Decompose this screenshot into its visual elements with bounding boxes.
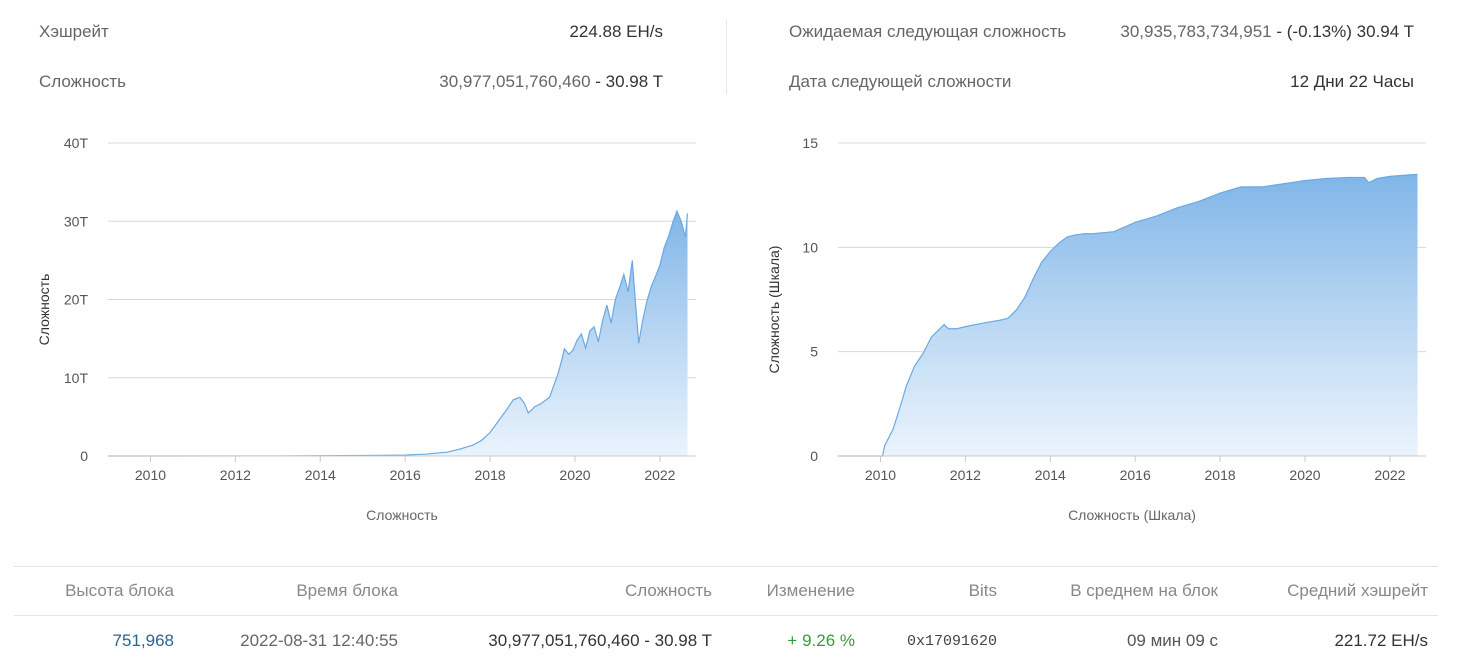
- next-difficulty-change: - (-0.13%) 30.94 T: [1271, 22, 1414, 41]
- header-block-height: Высота блока: [65, 581, 174, 600]
- y-tick-label: 40T: [64, 135, 89, 151]
- row-avg-hashrate: 221.72 EH/s: [1334, 631, 1428, 650]
- block-time: 2022-08-31 12:40:55: [240, 631, 398, 650]
- x-tick-label: 2022: [1374, 467, 1405, 483]
- y-tick-label: 0: [80, 448, 88, 464]
- x-tick-label: 2012: [220, 467, 251, 483]
- x-tick-label: 2012: [950, 467, 981, 483]
- difficulty-label: Сложность: [39, 72, 127, 91]
- y-tick-label: 0: [810, 448, 818, 464]
- x-tick-label: 2014: [305, 467, 336, 483]
- header-bits: Bits: [968, 581, 997, 600]
- difficulty-table: Высота блока Время блока Сложность Измен…: [14, 566, 1438, 661]
- x-tick-label: 2022: [644, 467, 675, 483]
- y-tick-label: 10T: [64, 370, 89, 386]
- area-line: [838, 173, 1418, 457]
- difficulty-chart: 0 10T 20T 30T 40T 2010 2012 2014 2016 2018 2020 202…: [36, 135, 696, 523]
- area-line: [107, 209, 689, 457]
- table-top-border: [14, 566, 1438, 567]
- header-avg-hashrate: Средний хэшрейт: [1287, 581, 1428, 600]
- x-tick-label: 2016: [390, 467, 421, 483]
- header-change: Изменение: [766, 581, 855, 600]
- table-header-border: [14, 615, 1438, 616]
- x-tick-label: 2014: [1035, 467, 1066, 483]
- next-difficulty-value: 30,935,783,734,951 - (-0.13%) 30.94 T: [1120, 22, 1414, 42]
- header-difficulty: Сложность: [624, 581, 712, 600]
- next-difficulty-full-value: 30,935,783,734,951: [1120, 22, 1272, 41]
- row-avg-block: 09 мин 09 с: [1126, 631, 1218, 650]
- x-tick-label: 2018: [475, 467, 506, 483]
- block-height-link[interactable]: 751,968: [112, 631, 174, 650]
- next-date-value: 12 Дни 22 Часы: [1290, 72, 1414, 91]
- x-tick-label: 2018: [1205, 467, 1236, 483]
- row-difficulty: 30,977,051,760,460 - 30.98 T: [488, 631, 712, 650]
- difficulty-log-chart: 0 5 10 15 2010 2012 2014 2016 2018 2020 2022 Сложно…: [766, 135, 1426, 523]
- y-tick-label: 20T: [64, 292, 89, 308]
- y-axis-title: Сложность: [36, 274, 52, 346]
- y-tick-label: 5: [810, 344, 818, 360]
- difficulty-full-value: 30,977,051,760,460: [439, 72, 591, 91]
- row-change: + 9.26 %: [787, 631, 855, 650]
- hashrate-label: Хэшрейт: [39, 22, 109, 41]
- row-bits: 0x17091620: [906, 633, 997, 650]
- header-block-time: Время блока: [296, 581, 398, 600]
- y-tick-label: 10: [802, 239, 818, 255]
- x-tick-label: 2020: [1289, 467, 1320, 483]
- x-tick-label: 2010: [135, 467, 166, 483]
- y-tick-label: 15: [802, 135, 818, 151]
- next-date-label: Дата следующей сложности: [789, 72, 1012, 91]
- area-fill: [838, 174, 1418, 457]
- x-tick-label: 2020: [559, 467, 590, 483]
- area-fill: [108, 211, 688, 456]
- hashrate-value: 224.88 EH/s: [569, 22, 663, 41]
- y-tick-label: 30T: [64, 213, 89, 229]
- y-axis-title: Сложность (Шкала): [766, 246, 782, 374]
- x-axis-title: Сложность: [366, 507, 438, 523]
- next-difficulty-label: Ожидаемая следующая сложность: [789, 22, 1067, 41]
- x-tick-label: 2016: [1120, 467, 1151, 483]
- x-axis-title: Сложность (Шкала): [1068, 507, 1196, 523]
- stats-divider: [726, 20, 727, 94]
- difficulty-short-value: - 30.98 T: [590, 72, 663, 91]
- header-avg-block: В среднем на блок: [1070, 581, 1218, 600]
- difficulty-value: 30,977,051,760,460 - 30.98 T: [439, 72, 663, 92]
- x-tick-label: 2010: [865, 467, 896, 483]
